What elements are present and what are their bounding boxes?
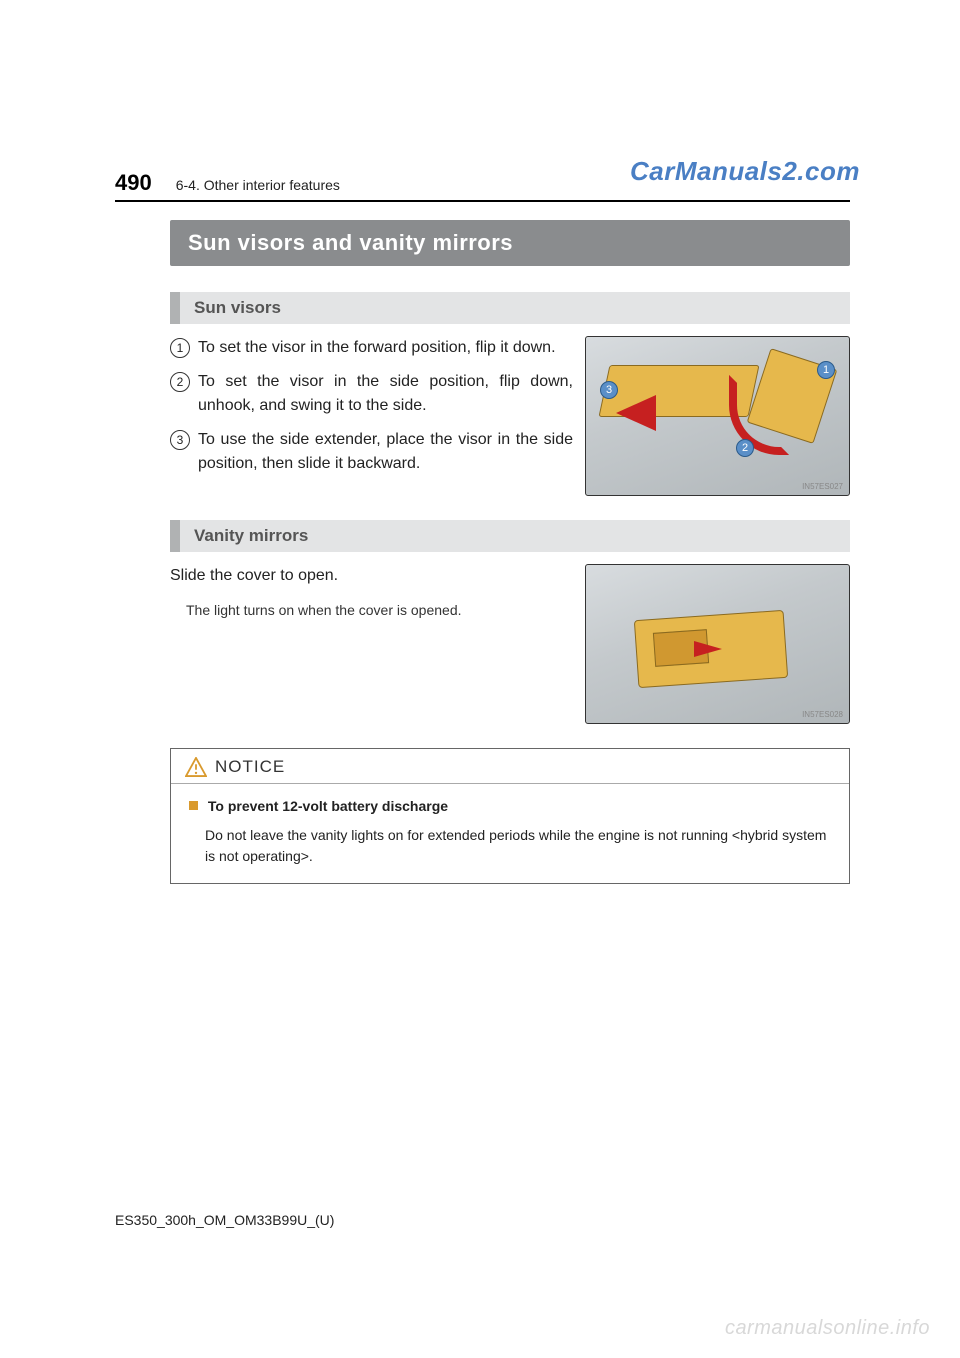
section-heading-vanity-mirrors: Vanity mirrors xyxy=(170,520,850,552)
item-number-icon: 2 xyxy=(170,372,190,392)
figure-sun-visors: 3 2 1 IN57ES027 xyxy=(585,336,850,496)
notice-title-row: To prevent 12-volt battery discharge xyxy=(189,796,831,817)
notice-text: Do not leave the vanity lights on for ex… xyxy=(205,825,831,867)
vanity-main-text: Slide the cover to open. xyxy=(170,564,573,588)
item-number-icon: 3 xyxy=(170,430,190,450)
item-text: To use the side extender, place the viso… xyxy=(198,428,573,476)
page-number: 490 xyxy=(115,170,152,196)
item-text: To set the visor in the forward position… xyxy=(198,336,556,360)
warning-triangle-icon xyxy=(185,757,207,777)
vanity-text: Slide the cover to open. The light turns… xyxy=(170,564,573,724)
section-heading-sun-visors: Sun visors xyxy=(170,292,850,324)
list-item: 3 To use the side extender, place the vi… xyxy=(170,428,573,476)
notice-header: NOTICE xyxy=(171,749,849,784)
item-text: To set the visor in the side position, f… xyxy=(198,370,573,418)
figure-vanity-mirror: IN57ES028 xyxy=(585,564,850,724)
notice-title: To prevent 12-volt battery discharge xyxy=(208,798,448,814)
section-vanity-mirrors: Slide the cover to open. The light turns… xyxy=(170,564,850,724)
item-number-icon: 1 xyxy=(170,338,190,358)
vanity-sub-text: The light turns on when the cover is ope… xyxy=(186,600,573,621)
watermark-bottom: carmanualsonline.info xyxy=(725,1317,930,1340)
list-item: 2 To set the visor in the side position,… xyxy=(170,370,573,418)
arrow-left-icon xyxy=(616,395,656,431)
list-item: 1 To set the visor in the forward positi… xyxy=(170,336,573,360)
callout-circle-icon: 1 xyxy=(817,361,835,379)
document-code: ES350_300h_OM_OM33B99U_(U) xyxy=(115,1212,334,1228)
notice-box: NOTICE To prevent 12-volt battery discha… xyxy=(170,748,850,884)
figure-code: IN57ES028 xyxy=(802,710,843,719)
breadcrumb: 6-4. Other interior features xyxy=(176,177,340,193)
square-bullet-icon xyxy=(189,801,198,810)
notice-label: NOTICE xyxy=(215,757,285,777)
sun-visors-text: 1 To set the visor in the forward positi… xyxy=(170,336,573,496)
arrow-right-icon xyxy=(694,641,722,657)
page-header: 490 6-4. Other interior features CarManu… xyxy=(115,170,850,202)
callout-circle-icon: 2 xyxy=(736,439,754,457)
figure-code: IN57ES027 xyxy=(802,482,843,491)
page-title: Sun visors and vanity mirrors xyxy=(170,220,850,266)
callout-circle-icon: 3 xyxy=(600,381,618,399)
watermark-top: CarManuals2.com xyxy=(630,156,860,187)
section-sun-visors: 1 To set the visor in the forward positi… xyxy=(170,336,850,496)
notice-body: To prevent 12-volt battery discharge Do … xyxy=(171,784,849,883)
